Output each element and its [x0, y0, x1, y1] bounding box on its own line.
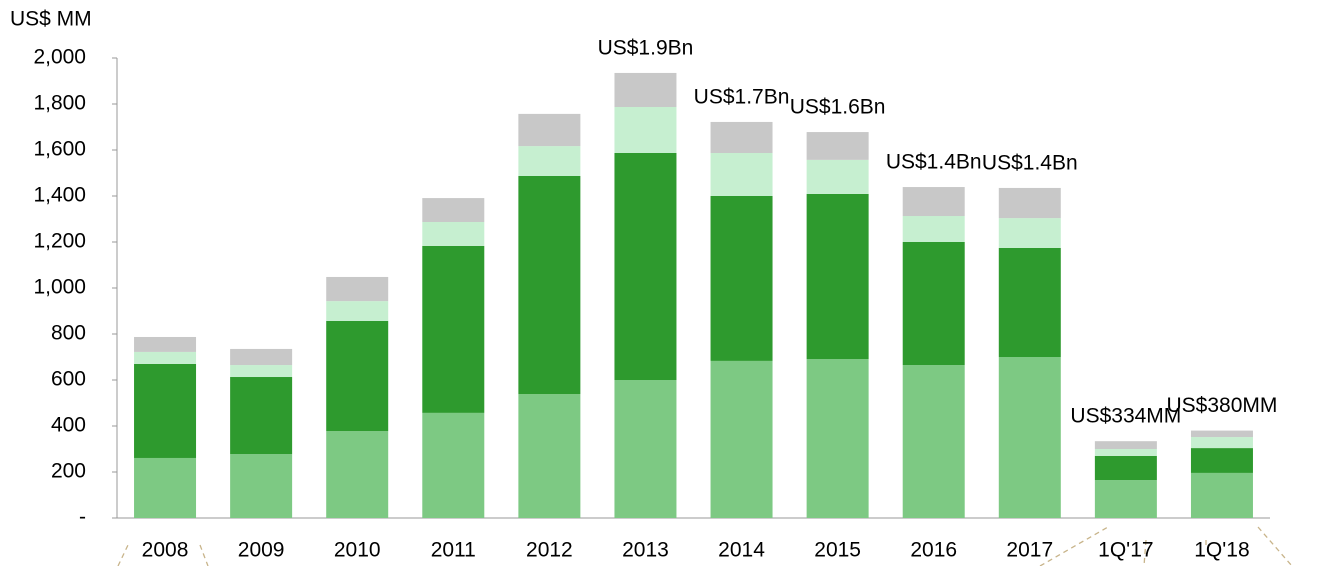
bar-segment	[902, 216, 965, 242]
bar-segment	[998, 357, 1061, 518]
bar-segment	[614, 106, 677, 153]
x-tick-label: 2010	[334, 539, 381, 562]
bar-segment	[614, 380, 677, 518]
bar-segment	[518, 146, 581, 176]
bar-segment	[134, 351, 197, 364]
y-tick-label: 2,000	[33, 46, 86, 69]
bar-segment	[806, 159, 869, 194]
bar-segment	[710, 121, 773, 153]
bar-segment	[1190, 448, 1253, 473]
bar-segment	[806, 359, 869, 518]
x-tick-label: 2015	[814, 539, 861, 562]
y-tick-label: 400	[51, 414, 86, 437]
x-tick-label: 2013	[622, 539, 669, 562]
bar-segment	[1094, 441, 1157, 449]
bar-segment	[614, 152, 677, 380]
annotation: US$334MM	[1070, 405, 1181, 428]
bar-segment	[134, 336, 197, 352]
bar-segment	[1190, 472, 1253, 518]
bar-segment	[1190, 437, 1253, 449]
bar-segment	[710, 196, 773, 361]
y-tick-label: -	[79, 506, 86, 529]
bar-segment	[326, 431, 389, 518]
bar-segment	[422, 412, 485, 518]
bar-segment	[1094, 480, 1157, 518]
bar-segment	[806, 132, 869, 160]
bar-segment	[422, 198, 485, 222]
annotation: US$380MM	[1167, 394, 1278, 417]
x-tick-label: 2016	[910, 539, 957, 562]
bar-segment	[710, 152, 773, 196]
x-tick-label: 2008	[142, 539, 189, 562]
x-tick-label: 2012	[526, 539, 573, 562]
bar-segment	[998, 218, 1061, 248]
bar-segment	[806, 193, 869, 360]
bar-segment	[710, 360, 773, 518]
y-tick-label: 1,200	[33, 230, 86, 253]
bar-segment	[230, 348, 293, 366]
annotation: US$1.6Bn	[790, 96, 886, 119]
bar-segment	[422, 245, 485, 413]
bar-segment	[326, 276, 389, 302]
annotation: US$1.9Bn	[598, 36, 694, 59]
bar-segment	[614, 72, 677, 107]
bar-segment	[902, 187, 965, 217]
bar-segment	[518, 394, 581, 518]
bar-segment	[998, 187, 1061, 219]
x-tick-label: 2011	[431, 539, 476, 562]
bar-segment	[518, 175, 581, 395]
y-axis-label: US$ MM	[10, 8, 92, 31]
y-tick-label: 1,800	[33, 92, 86, 115]
annotation: US$1.7Bn	[694, 85, 790, 108]
bar-segment	[902, 242, 965, 366]
bar-segment	[326, 301, 389, 321]
bar-segment	[230, 377, 293, 455]
x-tick-label: 1Q'18	[1194, 539, 1249, 562]
x-tick-label: 2014	[718, 539, 765, 562]
bar-segment	[134, 457, 197, 518]
y-tick-label: 800	[51, 322, 86, 345]
bar-segment	[1094, 455, 1157, 481]
bar-segment	[1190, 430, 1253, 438]
bar-segment	[518, 113, 581, 147]
x-tick-label: 1Q'17	[1098, 539, 1153, 562]
decoration	[117, 526, 1293, 566]
annotation: US$1.4Bn	[982, 151, 1078, 174]
y-tick-label: 1,400	[33, 184, 86, 207]
bar-segment	[422, 221, 485, 246]
bar-segment	[1094, 449, 1157, 456]
bar-segment	[230, 365, 293, 378]
annotation: US$1.4Bn	[886, 151, 982, 174]
y-tick-label: 1,000	[33, 276, 86, 299]
y-tick-label: 600	[51, 368, 86, 391]
bar-segment	[326, 320, 389, 432]
x-tick-label: 2017	[1006, 539, 1053, 562]
bar-segment	[230, 454, 293, 518]
y-tick-label: 1,600	[33, 138, 86, 161]
bar-segment	[134, 363, 197, 458]
y-tick-label: 200	[51, 460, 86, 483]
bar-segment	[902, 365, 965, 518]
bar-segment	[998, 247, 1061, 357]
x-tick-label: 2009	[238, 539, 285, 562]
